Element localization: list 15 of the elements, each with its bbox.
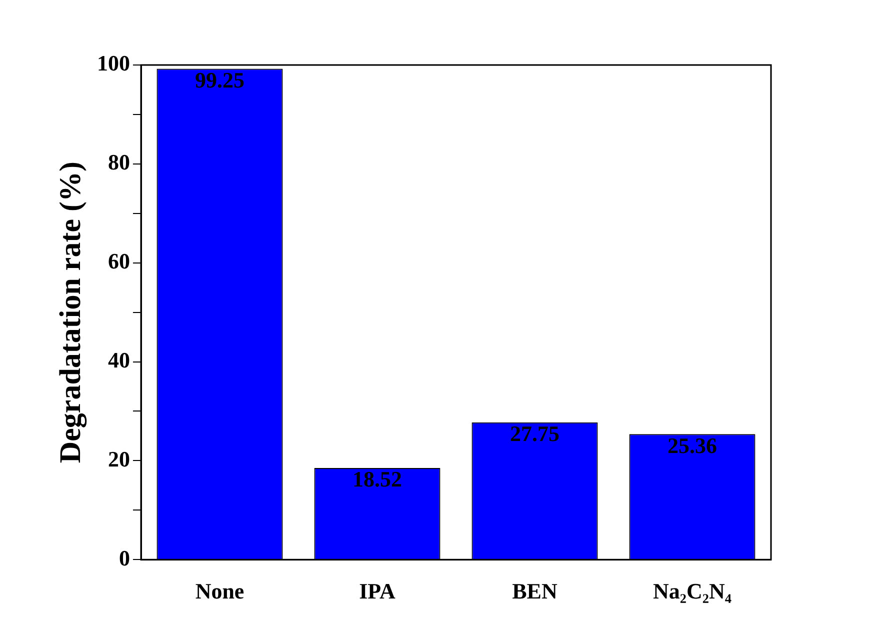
data-label: 18.52 <box>352 466 402 492</box>
x-tick-label: IPA <box>359 578 396 604</box>
x-tick-label: None <box>195 578 244 604</box>
data-label: 99.25 <box>195 67 244 92</box>
y-tick-label: 0 <box>119 545 130 570</box>
data-label: 25.36 <box>668 432 717 458</box>
y-tick-label: 40 <box>108 347 130 372</box>
x-tick-label: BEN <box>512 578 558 604</box>
y-tick-label: 100 <box>97 50 130 76</box>
y-axis-title: Degradatation rate (%) <box>54 162 87 464</box>
data-label: 27.75 <box>510 421 560 446</box>
y-tick-label: 80 <box>108 150 130 175</box>
x-tick-label: Na₂C₂N₄ <box>653 578 732 604</box>
y-tick-label: 60 <box>108 248 130 274</box>
y-tick-label: 20 <box>108 446 130 472</box>
